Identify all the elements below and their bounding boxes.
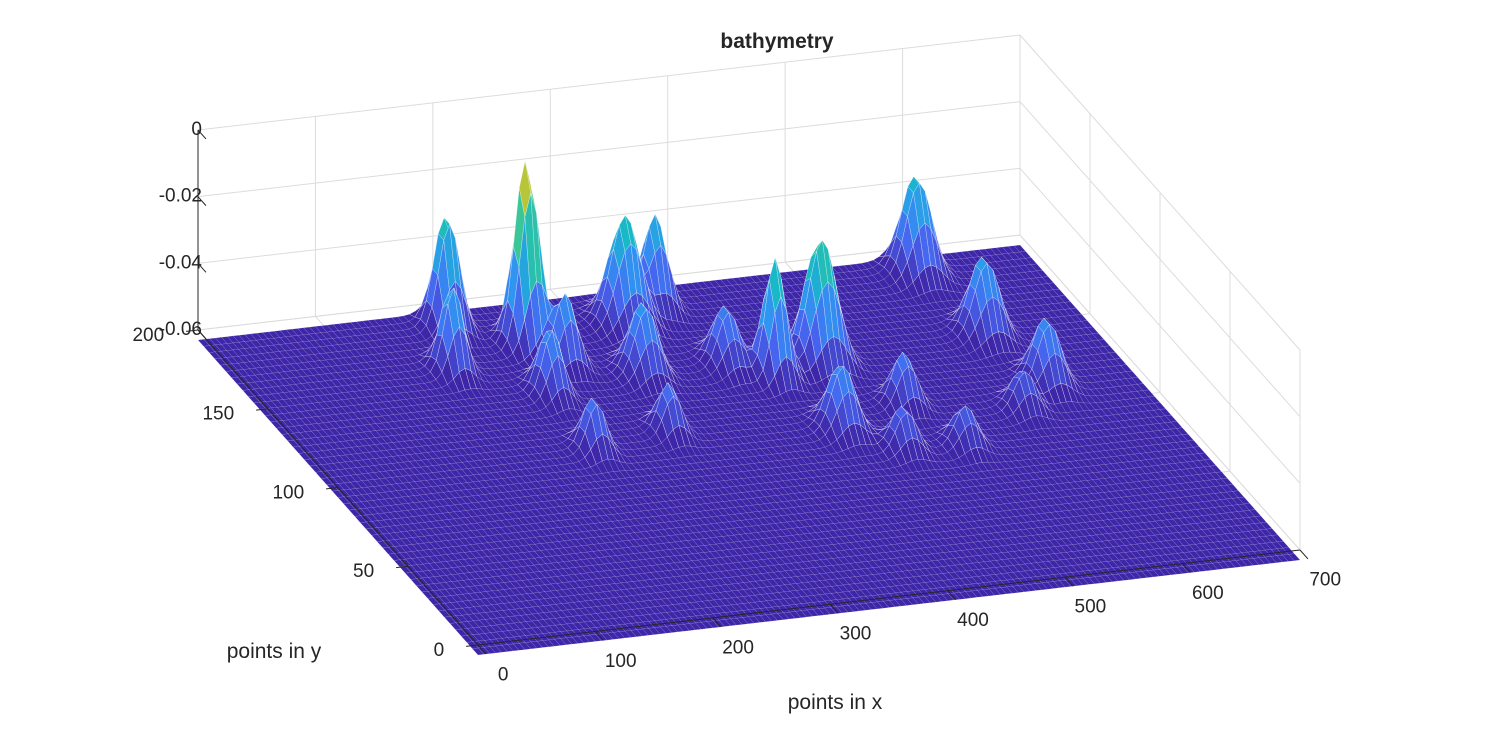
grid-line-side-z bbox=[1019, 101, 1301, 417]
grid-line-side-z bbox=[1019, 168, 1301, 484]
grid-line-side-z bbox=[1019, 34, 1301, 351]
grid-line-back-z bbox=[197, 101, 1021, 198]
grid-line-back-z bbox=[197, 167, 1021, 264]
grid-line-back-z bbox=[197, 34, 1021, 131]
surface-plot bbox=[197, 160, 1301, 656]
